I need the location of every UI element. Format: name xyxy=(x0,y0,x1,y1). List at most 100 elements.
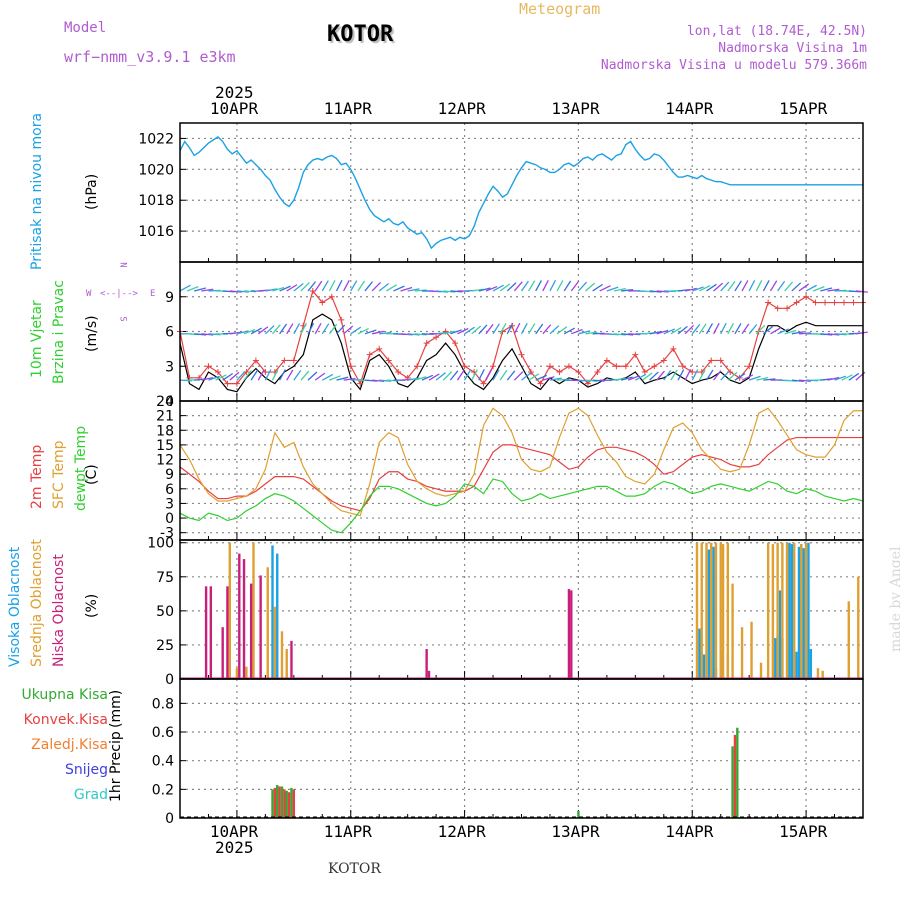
wind-vector xyxy=(471,369,478,381)
wind-vector xyxy=(791,379,804,382)
gust-marker xyxy=(309,287,316,294)
wind-vector xyxy=(421,374,434,381)
wind-vector xyxy=(798,283,810,292)
wind-vector xyxy=(748,375,761,381)
gust-marker xyxy=(537,380,544,387)
wind-vector xyxy=(499,323,507,335)
wind-vector xyxy=(286,323,294,335)
wind-vector xyxy=(556,326,568,335)
series-sfc-temp xyxy=(179,407,863,517)
bar-visoka-oblacnost xyxy=(276,553,279,679)
bar-visoka-oblacnost xyxy=(774,638,777,679)
bar-srednja-oblacnost xyxy=(759,662,763,679)
gust-marker xyxy=(803,293,810,300)
wind-vector xyxy=(763,378,776,381)
gust-marker xyxy=(423,340,430,347)
wind-vector xyxy=(336,376,349,381)
gust-marker xyxy=(490,363,497,370)
wind-vector xyxy=(314,323,322,335)
wind-vector xyxy=(307,371,318,381)
wind-vector xyxy=(428,373,440,381)
wind-vector xyxy=(791,331,804,335)
bar-srednja-oblacnost xyxy=(740,627,744,679)
gust-marker xyxy=(414,363,421,370)
wind-vector xyxy=(264,369,272,381)
wind-vector xyxy=(805,284,817,292)
wind-vector xyxy=(556,280,564,292)
wind-vector xyxy=(820,287,833,292)
wind-vector xyxy=(478,287,491,292)
y-tick-label: -3 xyxy=(160,526,174,542)
wind-vector xyxy=(613,333,626,336)
series-dewpt-temp xyxy=(179,478,864,534)
wind-vector xyxy=(542,324,552,335)
wind-vector xyxy=(443,330,456,335)
wind-vector xyxy=(343,280,350,292)
wind-vector xyxy=(456,369,465,381)
wind-vector xyxy=(592,379,605,382)
bar-konvek.kisa xyxy=(273,787,277,818)
wind-vector xyxy=(293,322,301,335)
day-label-bottom: 14APR xyxy=(665,822,714,841)
gust-marker xyxy=(603,357,610,364)
y-tick-label: 50 xyxy=(156,604,174,620)
wind-vector xyxy=(236,290,249,293)
gust-marker xyxy=(679,363,686,370)
bar-niska-oblacnost xyxy=(570,590,573,679)
compass-e: E xyxy=(150,289,156,299)
lonlat-label: lon,lat (18.74E, 42.5N) xyxy=(686,24,867,39)
wind-vector xyxy=(656,290,669,293)
wind-vector xyxy=(450,329,462,335)
gust-marker xyxy=(433,334,440,341)
wind-vector xyxy=(705,323,714,335)
wind-vector xyxy=(222,372,234,381)
wind-vector xyxy=(621,289,634,292)
wind-vector xyxy=(549,280,557,292)
wind-vector xyxy=(713,282,724,292)
wind-vector xyxy=(748,324,758,335)
gust-marker xyxy=(233,380,240,387)
wind-vector xyxy=(229,371,240,381)
wind-vector xyxy=(599,285,611,292)
wind-vector xyxy=(307,281,317,292)
bar-srednja-oblacnost xyxy=(721,544,725,679)
bar-visoka-oblacnost xyxy=(802,548,805,679)
day-label-bottom: 15APR xyxy=(779,822,828,841)
wind-vector xyxy=(734,280,742,292)
wind-vector xyxy=(279,285,291,292)
wind-vector xyxy=(485,285,498,292)
wind-vector xyxy=(350,326,362,335)
y-tick-label: 0.6 xyxy=(152,725,174,741)
gust-marker xyxy=(385,357,392,364)
legend-total-rain: Ukupna Kisa xyxy=(21,687,108,703)
gust-marker xyxy=(632,351,639,358)
bar-srednja-oblacnost xyxy=(816,668,820,679)
wind-vector xyxy=(756,377,769,381)
wind-vector xyxy=(271,324,281,335)
wind-vector xyxy=(293,282,304,292)
wind-vector xyxy=(748,279,756,292)
wind-vector xyxy=(720,281,730,292)
wind-vector xyxy=(400,286,413,292)
panel-frame xyxy=(179,122,864,263)
gust-marker xyxy=(556,369,563,376)
wind-vector xyxy=(706,283,717,292)
gust-marker xyxy=(252,357,259,364)
bar-niska-oblacnost xyxy=(238,553,241,679)
bar-niska-oblacnost xyxy=(226,586,229,679)
wind-vector xyxy=(179,284,191,292)
bar-srednja-oblacnost xyxy=(793,542,796,679)
wind-vector xyxy=(506,322,514,335)
gust-marker xyxy=(689,369,696,376)
y-tick-label: 6 xyxy=(165,325,174,341)
gust-marker xyxy=(328,293,335,300)
bar-srednja-oblacnost xyxy=(857,576,860,679)
bar-srednja-oblacnost xyxy=(750,621,753,679)
wind-vector xyxy=(499,369,508,381)
day-label-top: 10APR xyxy=(209,99,259,118)
bar-niska-oblacnost xyxy=(221,627,224,679)
wind-vector xyxy=(343,325,354,335)
wind-vector xyxy=(784,281,794,292)
wind-vector xyxy=(371,282,382,292)
gust-marker xyxy=(651,363,658,370)
